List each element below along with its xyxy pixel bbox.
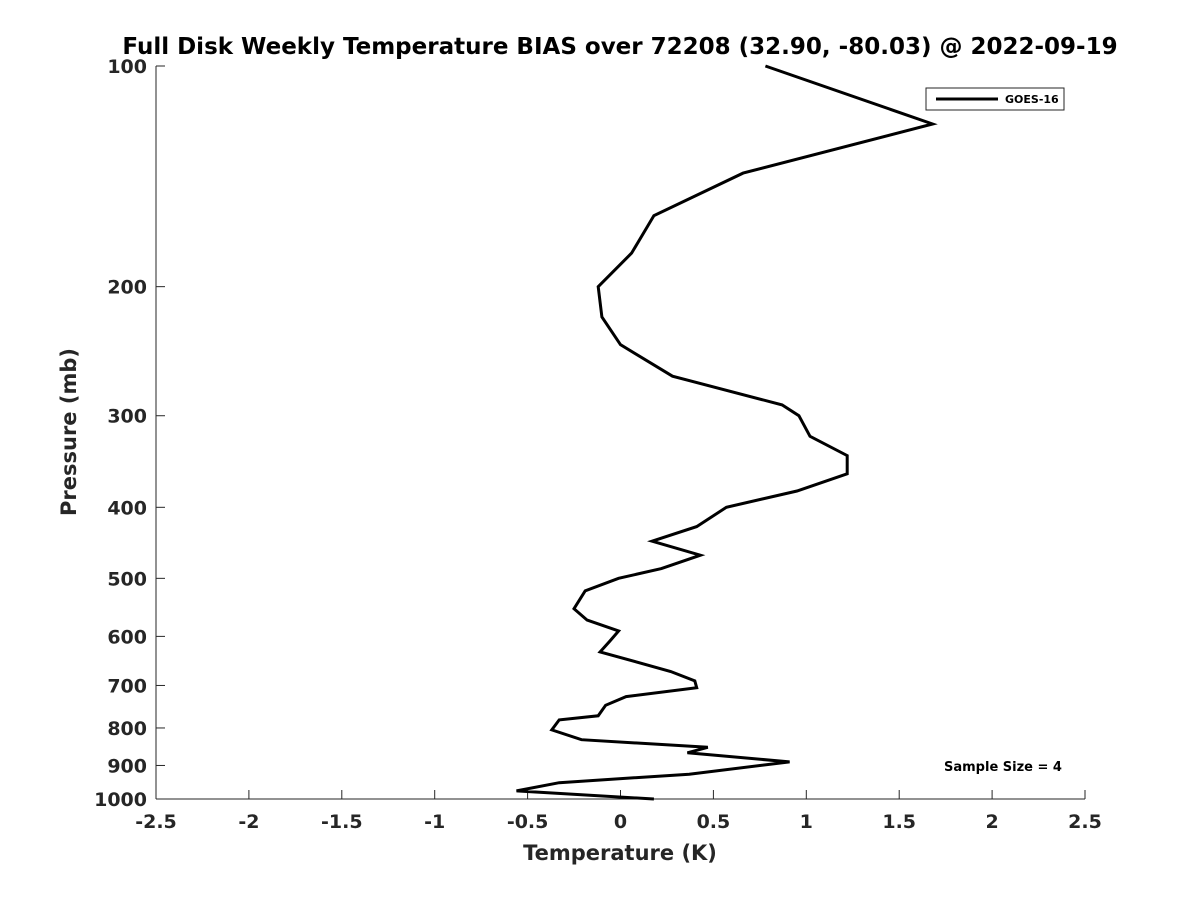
y-tick-label: 300 bbox=[107, 406, 147, 428]
x-tick-label: 1 bbox=[800, 811, 813, 833]
y-axis-title: Pressure (mb) bbox=[57, 348, 81, 516]
legend: GOES-16 bbox=[925, 87, 1065, 111]
x-tick-label: 0.5 bbox=[697, 811, 731, 833]
y-tick-label: 600 bbox=[107, 626, 147, 648]
x-tick-label: -2.5 bbox=[135, 811, 177, 833]
series-line-goes-16 bbox=[516, 64, 938, 801]
y-axis-ticks: 100 200 300 400 500 600 700 800 900 1000 bbox=[94, 56, 165, 811]
y-tick-label: 500 bbox=[107, 568, 147, 590]
y-tick-label: 200 bbox=[107, 277, 147, 299]
x-axis-ticks: -2.5 -2 -1.5 -1 -0.5 0 0.5 1 1.5 2 2.5 bbox=[135, 790, 1102, 833]
series-group bbox=[516, 64, 938, 801]
x-tick-label: -0.5 bbox=[507, 811, 549, 833]
x-tick-label: 2 bbox=[985, 811, 998, 833]
legend-label-goes-16: GOES-16 bbox=[1005, 93, 1059, 106]
y-tick-label: 400 bbox=[107, 497, 147, 519]
x-axis-title: Temperature (K) bbox=[523, 841, 717, 865]
x-tick-label: -1 bbox=[424, 811, 445, 833]
chart-title: Full Disk Weekly Temperature BIAS over 7… bbox=[122, 34, 1117, 60]
y-tick-label: 1000 bbox=[94, 789, 147, 811]
x-tick-label: 1.5 bbox=[882, 811, 916, 833]
y-tick-label: 700 bbox=[107, 675, 147, 697]
y-tick-label: 900 bbox=[107, 755, 147, 777]
x-tick-label: -2 bbox=[238, 811, 259, 833]
y-tick-label: 100 bbox=[107, 56, 147, 78]
x-tick-label: 0 bbox=[614, 811, 627, 833]
sample-size-annotation: Sample Size = 4 bbox=[944, 760, 1062, 775]
x-tick-label: -1.5 bbox=[321, 811, 363, 833]
x-tick-label: 2.5 bbox=[1068, 811, 1102, 833]
y-tick-label: 800 bbox=[107, 718, 147, 740]
